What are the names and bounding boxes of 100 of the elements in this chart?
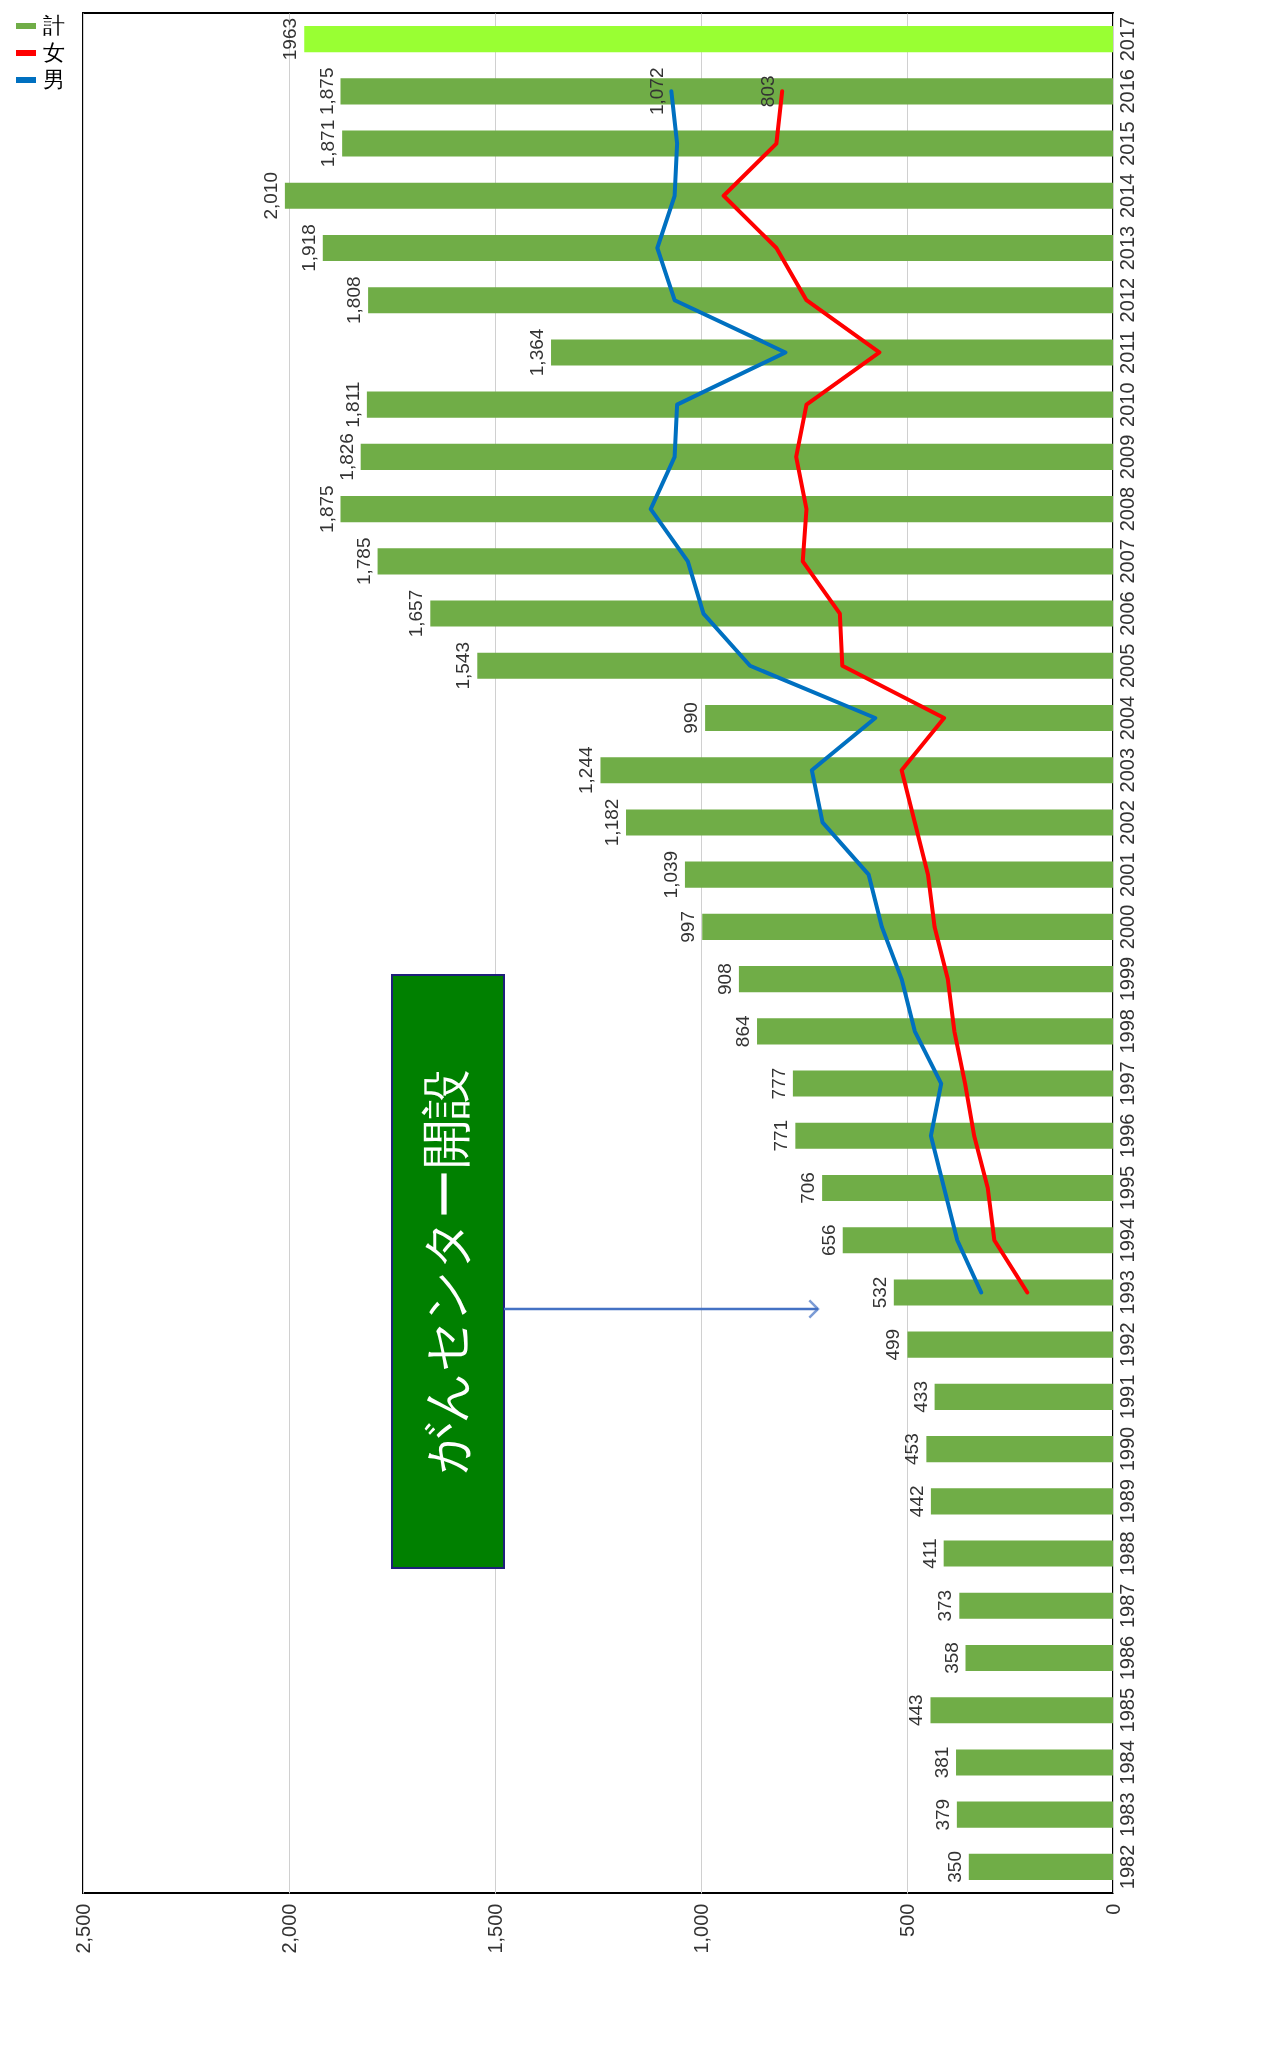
y-tick-label: 2006: [1115, 591, 1138, 636]
data-label: 379: [931, 1798, 953, 1831]
legend-label: 計: [43, 13, 65, 38]
y-tick-label: 2004: [1115, 695, 1138, 741]
data-label: 1,918: [297, 224, 319, 272]
data-label: 499: [882, 1328, 904, 1361]
x-tick-label: 1,500: [483, 1903, 506, 1954]
bar: [757, 1018, 1113, 1045]
bar: [926, 1436, 1113, 1463]
y-tick-label: 2008: [1115, 486, 1138, 532]
y-tick-label: 1992: [1115, 1322, 1138, 1367]
data-label: 443: [905, 1694, 927, 1727]
bar: [822, 1174, 1113, 1202]
bar: [893, 1279, 1113, 1306]
x-tick-label: 0: [1101, 1903, 1124, 1915]
x-tick-label: 2,500: [71, 1903, 94, 1954]
data-label: 706: [797, 1172, 819, 1204]
bar: [795, 1122, 1113, 1149]
data-label: 1,875: [315, 485, 337, 533]
y-tick-label: 2002: [1115, 800, 1138, 845]
bar: [368, 287, 1113, 314]
bar: [943, 1540, 1113, 1567]
bar: [304, 26, 1113, 53]
bar: [956, 1801, 1113, 1828]
bar: [930, 1488, 1113, 1515]
data-label: 411: [918, 1538, 940, 1569]
data-label: 1,785: [352, 537, 374, 586]
y-tick-label: 2014: [1115, 173, 1138, 219]
data-label: 350: [943, 1851, 965, 1883]
data-label: 777: [767, 1067, 789, 1100]
data-label: 532: [868, 1276, 890, 1309]
y-tick-label: 2003: [1115, 747, 1138, 793]
data-label: 453: [901, 1433, 923, 1465]
bar: [377, 548, 1113, 575]
bar: [626, 809, 1113, 836]
y-tick-label: 1983: [1115, 1792, 1138, 1837]
data-label: 803: [757, 75, 779, 108]
data-label: 864: [732, 1015, 754, 1048]
bar: [360, 443, 1113, 470]
bar: [430, 600, 1113, 627]
data-label: 1,871: [317, 119, 339, 168]
bar: [322, 234, 1113, 262]
data-label: 1,364: [526, 328, 548, 377]
y-tick-label: 1988: [1115, 1531, 1138, 1576]
annotation: がんセンター開設: [418, 1069, 474, 1474]
bar: [702, 913, 1113, 940]
data-label: 1,657: [405, 589, 427, 638]
data-label: 373: [934, 1589, 956, 1622]
bar: [342, 130, 1113, 157]
bar: [956, 1749, 1113, 1776]
bar: [600, 757, 1113, 784]
y-tick-label: 2012: [1115, 277, 1138, 323]
bar: [930, 1697, 1113, 1724]
data-label: 1,808: [343, 276, 365, 324]
y-tick-label: 1987: [1115, 1583, 1138, 1629]
y-tick-label: 2001: [1115, 852, 1138, 897]
data-label: 1,875: [315, 67, 337, 116]
y-tick-label: 1993: [1115, 1270, 1138, 1315]
bar: [551, 339, 1113, 366]
bar: [968, 1853, 1113, 1880]
y-tick-label: 1991: [1115, 1374, 1138, 1420]
data-label: 771: [770, 1119, 792, 1152]
y-tick-label: 1998: [1115, 1009, 1138, 1054]
data-label: 908: [713, 963, 735, 995]
y-tick-label: 2000: [1115, 904, 1138, 950]
y-tick-label: 2015: [1115, 121, 1138, 166]
bar: [705, 704, 1113, 732]
data-label: 433: [909, 1381, 931, 1413]
bar: [965, 1644, 1113, 1672]
data-label: 1,811: [341, 381, 363, 428]
y-tick-label: 2011: [1115, 330, 1138, 374]
y-tick-label: 2007: [1115, 539, 1138, 584]
data-label: 2,010: [259, 172, 281, 220]
bar: [934, 1383, 1113, 1410]
y-tick-label: 1997: [1115, 1061, 1138, 1106]
x-tick-label: 2,000: [277, 1903, 300, 1954]
data-label: 442: [905, 1485, 927, 1518]
legend-label: 男: [43, 67, 65, 92]
y-tick-label: 2016: [1115, 69, 1138, 114]
data-label: 381: [931, 1746, 953, 1779]
y-tick-label: 1994: [1115, 1217, 1138, 1263]
data-label: 1963: [279, 17, 301, 61]
bar: [340, 496, 1113, 523]
y-tick-label: 1995: [1115, 1165, 1138, 1211]
data-label: 656: [817, 1224, 839, 1257]
x-tick-label: 1,000: [689, 1903, 712, 1954]
y-tick-label: 1989: [1115, 1479, 1138, 1524]
bar: [477, 652, 1113, 679]
y-tick-label: 2009: [1115, 434, 1138, 480]
data-label: 358: [940, 1642, 962, 1674]
data-label: 1,543: [452, 642, 474, 690]
y-tick-label: 2010: [1115, 382, 1138, 427]
y-tick-label: 1999: [1115, 956, 1138, 1002]
x-tick-label: 500: [895, 1903, 918, 1937]
data-label: 990: [680, 702, 702, 734]
data-label: 1,182: [601, 798, 623, 847]
data-label: 1,244: [575, 746, 597, 794]
bar: [366, 391, 1113, 418]
data-label: 1,039: [659, 850, 681, 899]
bar: [792, 1070, 1113, 1097]
